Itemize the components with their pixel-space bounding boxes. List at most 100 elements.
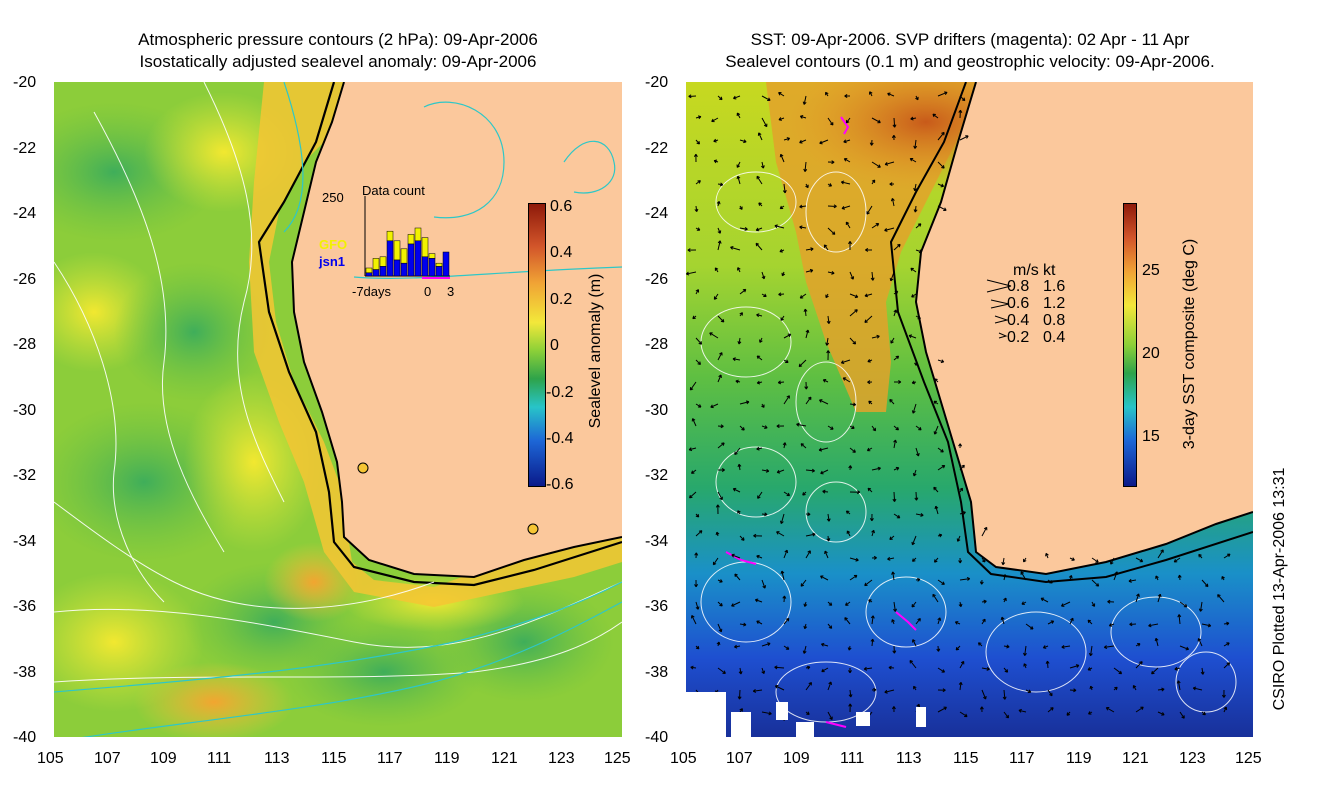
- velocity-arrow: [1201, 623, 1212, 628]
- velocity-arrow: [805, 532, 816, 537]
- velocity-arrow: [739, 622, 747, 627]
- velocity-arrow: [713, 293, 719, 300]
- velocity-arrow: [799, 293, 807, 299]
- velocity-arrow: [841, 205, 851, 210]
- left-y-tick: -32: [13, 467, 37, 484]
- velocity-arrow: [716, 200, 721, 207]
- left-x-tick: 117: [377, 750, 403, 767]
- velocity-arrow: [843, 139, 851, 144]
- velocity-arrow: [735, 379, 741, 384]
- velocity-arrow: [826, 350, 831, 361]
- velocity-arrow: [889, 535, 895, 541]
- velocity-arrow: [871, 334, 880, 339]
- left-title-line2: Isostatically adjusted sealevel anomaly:…: [139, 52, 537, 71]
- right-y-tick: -38: [645, 664, 669, 681]
- velocity-arrow: [805, 183, 809, 189]
- velocity-arrow: [1105, 707, 1115, 713]
- right-x-tick: 105: [670, 750, 697, 767]
- velocity-arrow: [694, 552, 699, 559]
- right-y-tick: -24: [645, 205, 669, 222]
- velocity-arrow: [717, 315, 725, 323]
- velocity-arrow: [1132, 685, 1137, 691]
- velocity-arrow: [737, 689, 742, 700]
- velocity-arrow: [754, 598, 763, 603]
- velocity-arrow: [959, 464, 965, 471]
- velocity-arrow: [738, 667, 743, 675]
- velocity-arrow: [739, 708, 743, 713]
- velocity-legend-kt: 1.6: [1043, 278, 1066, 295]
- velocity-arrow: [1003, 597, 1007, 603]
- velocity-arrow: [893, 425, 900, 431]
- velocity-arrow: [692, 315, 697, 320]
- velocity-arrow: [1023, 663, 1027, 669]
- velocity-arrow: [757, 491, 763, 499]
- left-colorbar-tick: -0.2: [546, 384, 574, 401]
- velocity-arrow: [893, 466, 900, 471]
- velocity-arrow: [695, 115, 702, 120]
- velocity-arrow: [776, 424, 785, 429]
- velocity-arrow: [805, 682, 813, 691]
- velocity-arrow: [776, 469, 785, 474]
- velocity-arrow: [734, 573, 741, 581]
- velocity-arrow: [893, 380, 902, 384]
- velocity-arrow: [1000, 616, 1005, 625]
- velocity-arrow: [758, 202, 763, 207]
- left-colorbar-tick: -0.4: [546, 430, 574, 447]
- inset-bar-jsn1: [435, 266, 443, 277]
- velocity-arrow: [734, 644, 741, 649]
- velocity-arrow: [695, 601, 700, 610]
- velocity-arrow: [739, 288, 747, 295]
- velocity-arrow: [934, 505, 939, 515]
- velocity-arrow: [914, 491, 919, 501]
- velocity-arrow: [890, 197, 895, 207]
- velocity-arrow: [866, 447, 873, 452]
- velocity-arrow: [865, 247, 873, 252]
- velocity-arrow: [779, 153, 785, 163]
- velocity-arrow: [761, 271, 766, 280]
- velocity-arrow: [889, 182, 895, 187]
- velocity-arrow: [937, 205, 947, 211]
- velocity-arrow: [752, 688, 763, 693]
- left-tide-gauge-marker: [527, 523, 539, 535]
- velocity-arrow: [958, 109, 963, 119]
- velocity-arrow: [843, 158, 851, 163]
- velocity-arrow: [687, 248, 697, 253]
- velocity-arrow: [1020, 571, 1027, 581]
- velocity-arrow: [783, 549, 789, 559]
- velocity-arrow: [805, 512, 811, 517]
- velocity-arrow: [1018, 708, 1027, 713]
- velocity-arrow: [715, 531, 720, 537]
- left-data-count-inset: [364, 196, 450, 279]
- velocity-arrow: [1223, 706, 1228, 713]
- velocity-arrow: [732, 357, 741, 362]
- inset-x-label-left: -7days: [352, 284, 392, 299]
- left-y-tick: -22: [13, 140, 37, 157]
- right-x-tick: 123: [1179, 750, 1206, 767]
- velocity-arrow: [756, 446, 763, 451]
- velocity-arrow: [893, 243, 901, 251]
- velocity-arrow: [1001, 557, 1006, 566]
- velocity-arrow: [1135, 706, 1144, 713]
- velocity-arrow: [887, 92, 895, 97]
- velocity-arrow: [1148, 623, 1159, 628]
- left-colorbar-tick: 0.4: [550, 244, 573, 261]
- velocity-arrow: [848, 667, 852, 674]
- right-y-tick: -28: [645, 336, 669, 353]
- left-x-tick: 115: [321, 750, 347, 767]
- velocity-arrow: [908, 334, 917, 339]
- right-x-tick: 113: [896, 750, 922, 767]
- left-y-tick: -30: [13, 402, 37, 419]
- velocity-arrow: [1151, 667, 1159, 675]
- velocity-arrow: [737, 267, 741, 273]
- right-y-tick: -26: [645, 271, 669, 288]
- inset-bar-gfo: [393, 240, 401, 261]
- inset-bar-gfo: [372, 258, 380, 270]
- right-y-tick: -30: [645, 402, 669, 419]
- velocity-arrow: [849, 447, 856, 453]
- velocity-arrow: [780, 315, 785, 321]
- velocity-arrow: [893, 290, 899, 295]
- velocity-arrow: [981, 526, 988, 537]
- velocity-arrow: [981, 618, 986, 625]
- velocity-arrow: [892, 645, 897, 654]
- velocity-arrow: [783, 333, 792, 339]
